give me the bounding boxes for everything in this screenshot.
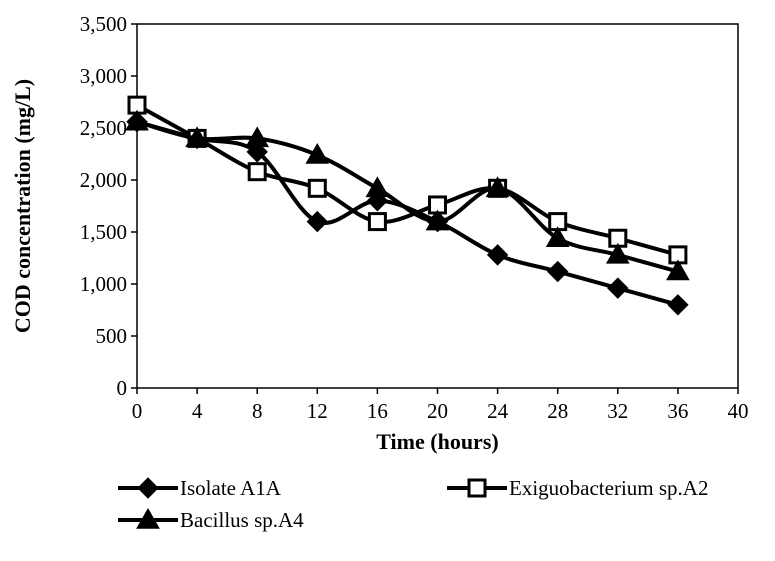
x-tick-label: 12 — [307, 399, 328, 423]
y-tick-label: 1,000 — [80, 272, 127, 296]
x-tick-label: 16 — [367, 399, 388, 423]
series-exiguobacterium-sp-a2 — [127, 95, 688, 265]
y-tick-label: 2,000 — [80, 168, 127, 192]
x-tick-label: 24 — [487, 399, 509, 423]
data-point — [605, 242, 630, 264]
y-axis-title: COD concentration (mg/L) — [10, 79, 35, 333]
y-tick-label: 2,500 — [80, 116, 127, 140]
data-point — [245, 126, 270, 148]
series-layer — [125, 95, 690, 316]
series-line — [136, 119, 679, 274]
data-point — [367, 212, 387, 232]
data-point — [247, 162, 267, 182]
data-point — [666, 259, 690, 281]
x-tick-label: 0 — [132, 399, 143, 423]
y-tick-label: 0 — [117, 376, 128, 400]
x-tick-label: 4 — [192, 399, 203, 423]
legend-item-isolate-a1a: Isolate A1A — [118, 476, 282, 500]
legend-item-exiguobacterium-sp-a2: Exiguobacterium sp.A2 — [447, 476, 708, 500]
legend: Isolate A1A Exiguobacterium sp.A2 Bacillus… — [118, 476, 708, 532]
legend-marker — [137, 477, 159, 499]
legend-label: Isolate A1A — [180, 476, 282, 500]
data-point — [485, 176, 510, 198]
x-tick-label: 8 — [252, 399, 263, 423]
x-tick-label: 28 — [547, 399, 568, 423]
data-point — [185, 126, 209, 148]
data-point — [305, 143, 330, 164]
data-point — [545, 226, 570, 247]
x-axis-title: Time (hours) — [376, 429, 498, 454]
data-point — [546, 260, 569, 283]
data-point — [307, 178, 327, 198]
legend-label: Bacillus sp.A4 — [180, 508, 304, 532]
data-point — [486, 244, 509, 266]
y-tick-label: 1,500 — [80, 220, 127, 244]
y-tick-label: 3,000 — [80, 64, 127, 88]
axes: 0 500 1,000 1,500 2,000 2,500 3,000 3,500 0 4 8 12 1… — [80, 12, 749, 423]
x-tick-label: 36 — [667, 399, 688, 423]
data-point — [425, 209, 450, 231]
data-point — [125, 109, 149, 131]
series-isolate-a1a — [126, 111, 689, 316]
legend-label: Exiguobacterium sp.A2 — [509, 476, 708, 500]
data-point — [365, 176, 390, 198]
legend-marker — [467, 478, 487, 498]
data-point — [607, 277, 629, 299]
x-tick-label: 20 — [427, 399, 448, 423]
y-tick-label: 500 — [96, 324, 128, 348]
data-point — [667, 294, 689, 316]
data-point — [306, 210, 329, 233]
x-tick-label: 40 — [728, 399, 749, 423]
x-tick-label: 32 — [607, 399, 628, 423]
y-tick-label: 3,500 — [80, 12, 127, 36]
legend-marker — [136, 507, 160, 529]
series-bacillus-sp-a4 — [125, 109, 690, 281]
legend-item-bacillus-sp-a4: Bacillus sp.A4 — [118, 507, 304, 532]
series-line — [136, 103, 679, 257]
